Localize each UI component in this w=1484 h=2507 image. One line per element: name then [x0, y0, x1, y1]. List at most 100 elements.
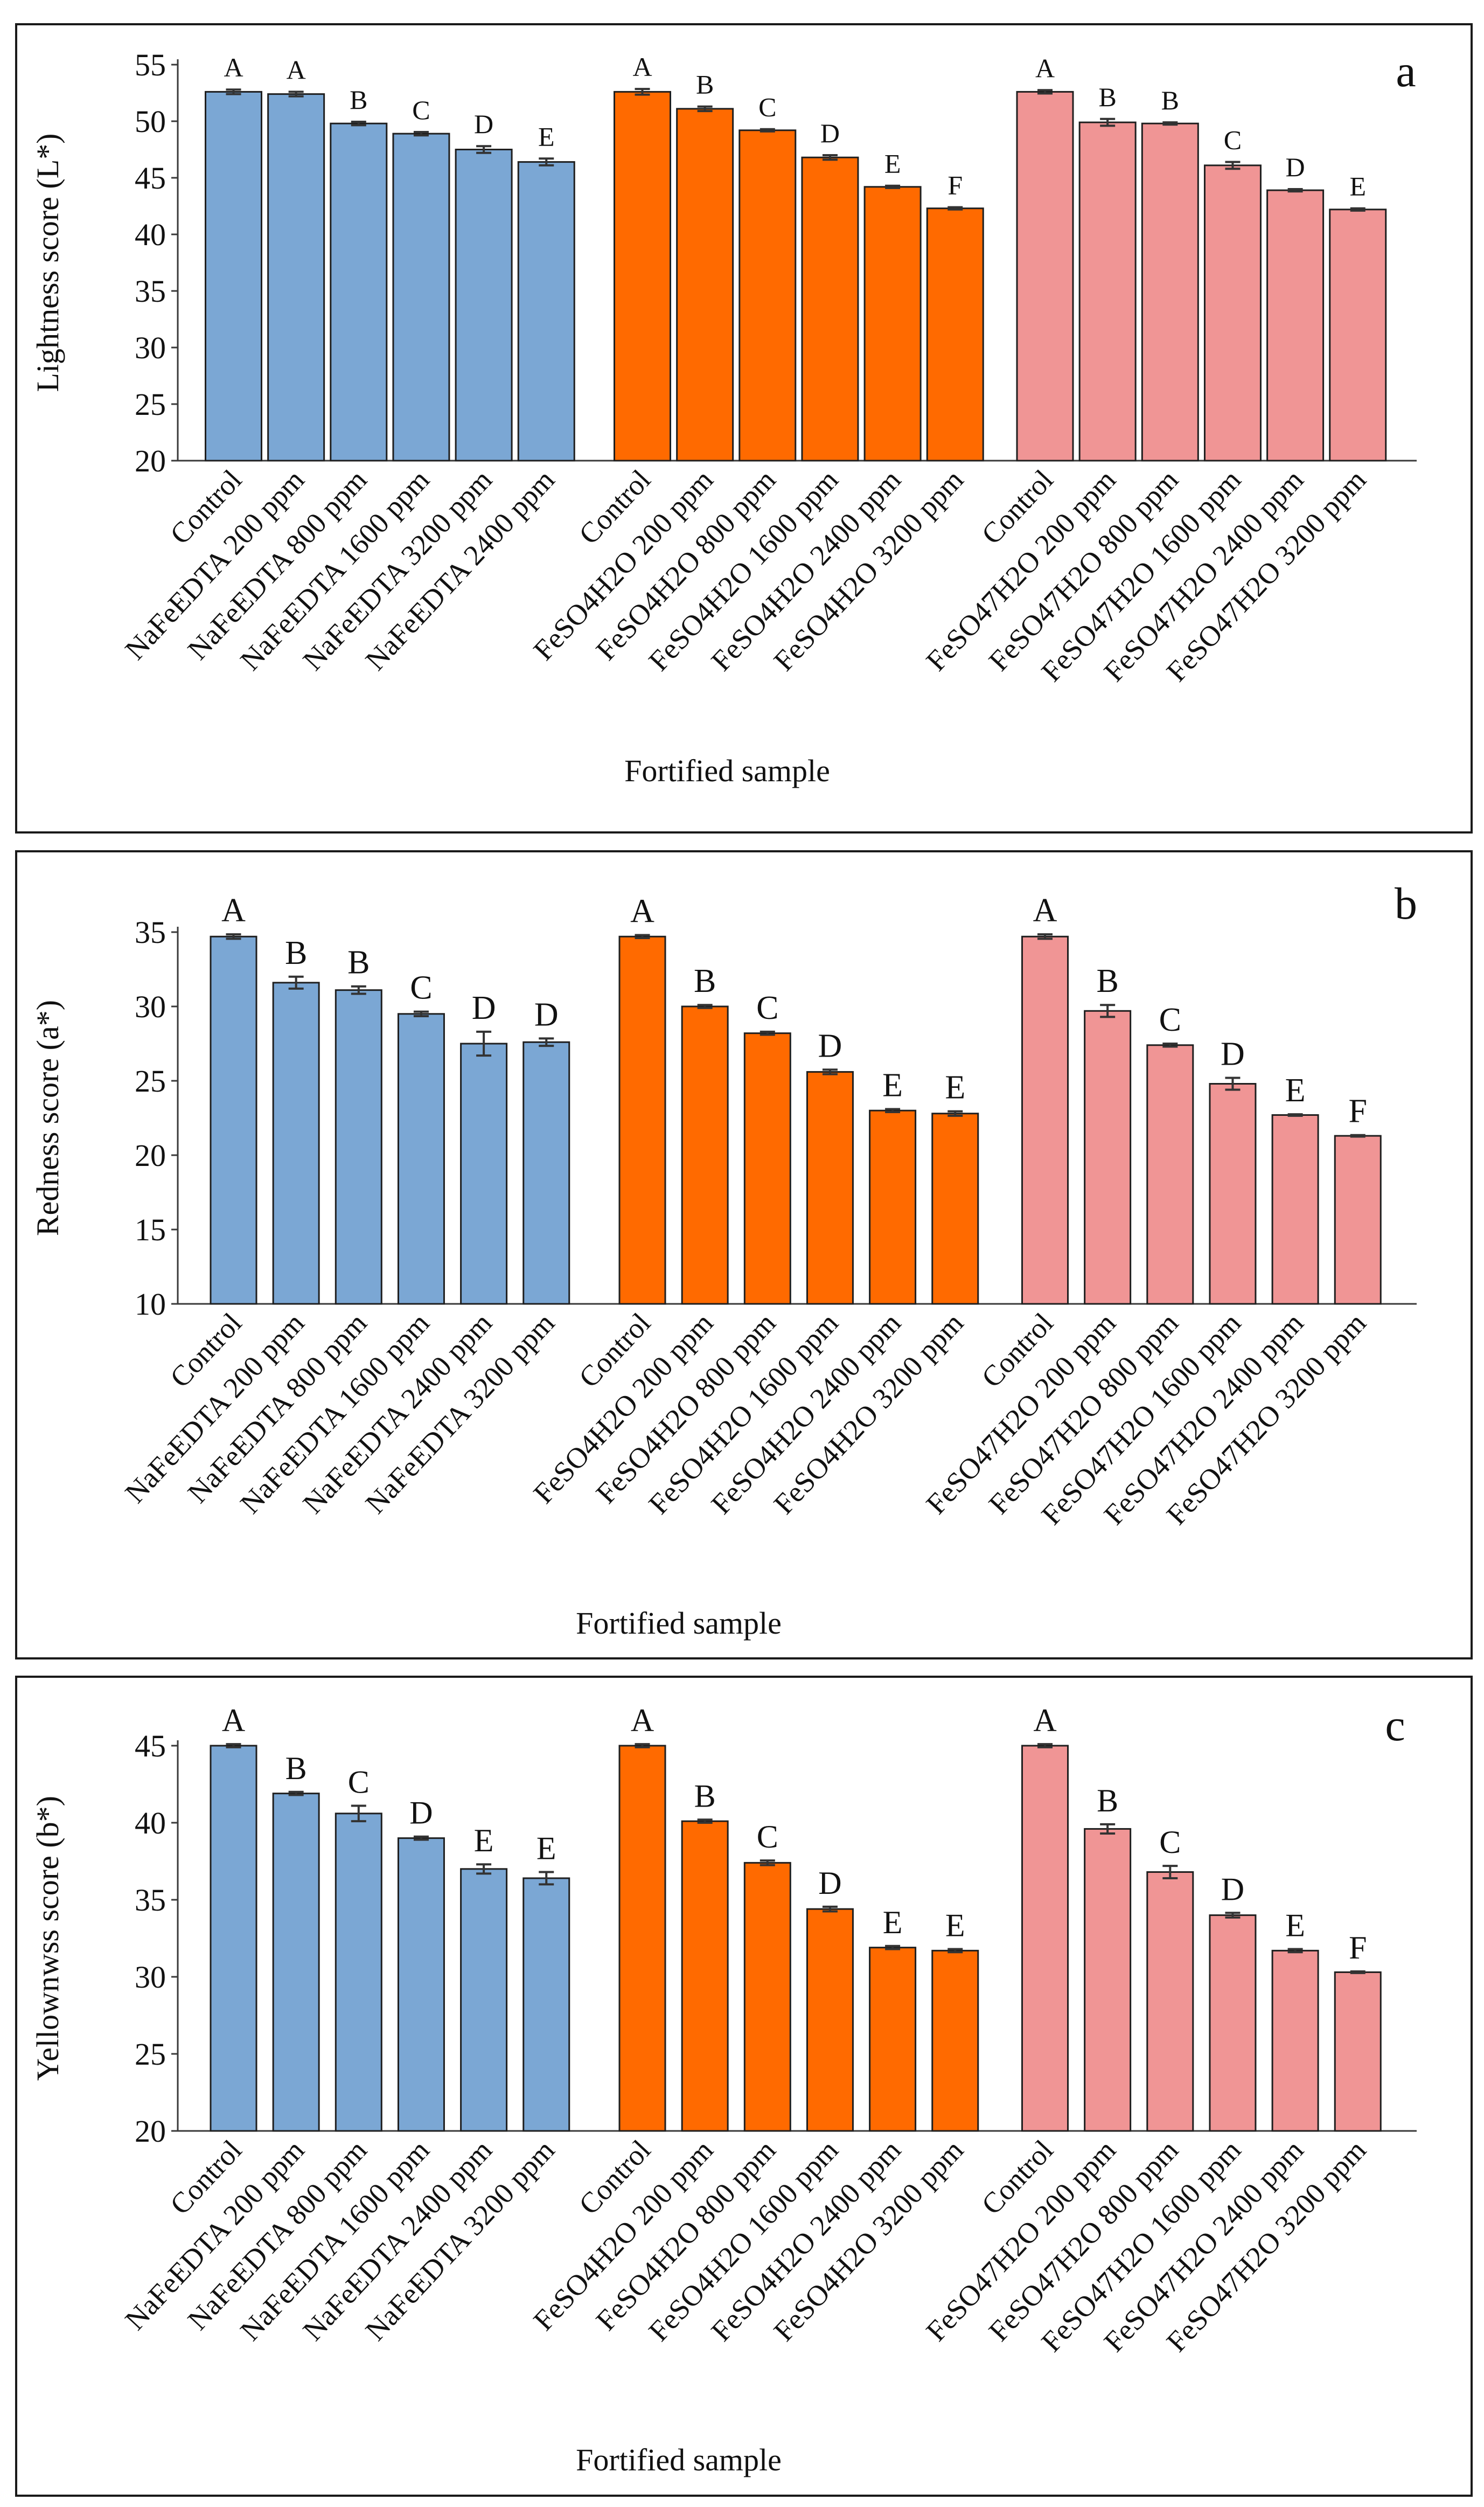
bar	[863, 186, 922, 462]
significance-label: D	[1221, 1036, 1245, 1072]
bar	[335, 989, 382, 1305]
significance-label: C	[757, 1819, 778, 1855]
significance-label: D	[474, 109, 493, 139]
significance-label: B	[696, 70, 714, 100]
significance-label: F	[1349, 1930, 1367, 1966]
bar	[1329, 209, 1387, 462]
significance-label: A	[1035, 53, 1055, 83]
y-tick-label: 20	[135, 443, 166, 478]
bar	[676, 108, 734, 462]
bar	[205, 91, 262, 462]
bar	[614, 91, 671, 462]
bar	[618, 1745, 666, 2132]
significance-label: D	[1286, 152, 1305, 182]
bar	[1141, 122, 1199, 462]
bar	[681, 1005, 729, 1305]
significance-label: F	[947, 170, 963, 200]
panel-b-redness-chart: 10 15 20 25 30 35 Redness score (a*) Fortified …	[15, 850, 1473, 1659]
panel-c-yellowness-chart: 20 25 30 35 40 45 Yellownwss score (b*) Fortifi…	[15, 1676, 1473, 2497]
bar	[517, 161, 575, 462]
bar	[1084, 1828, 1132, 2132]
x-axis-title: Fortified sample	[576, 1606, 782, 1641]
bar	[1021, 1745, 1069, 2132]
bar	[460, 1868, 508, 2132]
significance-label: B	[694, 963, 716, 999]
x-axis-title: Fortified sample	[576, 2442, 782, 2477]
significance-label: C	[758, 92, 776, 122]
significance-label: B	[347, 945, 370, 981]
significance-label: C	[412, 95, 430, 125]
significance-label: A	[1033, 1703, 1056, 1738]
significance-label: D	[1221, 1871, 1244, 1907]
bar	[931, 1113, 979, 1305]
bar	[1203, 164, 1262, 462]
y-tick-label: 40	[135, 1805, 166, 1841]
panel-letter: a	[1396, 46, 1416, 96]
bar	[397, 1013, 445, 1305]
y-tick-label: 35	[135, 1883, 166, 1918]
y-tick-label: 20	[135, 1138, 166, 1173]
y-tick-label: 35	[135, 274, 166, 309]
y-tick-label: 30	[135, 1960, 166, 1995]
significance-label: C	[1159, 1002, 1181, 1038]
bar	[1266, 189, 1325, 462]
bar	[522, 1041, 570, 1305]
significance-label: B	[285, 1751, 307, 1786]
y-axis-title: Yellownwss score (b*)	[30, 1796, 65, 2081]
bar	[455, 149, 513, 462]
significance-label: E	[945, 1908, 965, 1943]
significance-label: D	[472, 990, 496, 1026]
y-axis-title: Redness score (a*)	[30, 1000, 65, 1236]
bar	[460, 1043, 508, 1305]
significance-label: C	[348, 1765, 370, 1800]
bar	[1078, 121, 1137, 462]
bar	[1016, 91, 1074, 462]
significance-label: D	[820, 118, 840, 148]
significance-label: E	[1349, 171, 1366, 202]
bar	[1334, 1971, 1382, 2132]
significance-label: E	[882, 1067, 903, 1103]
y-tick-label: 35	[135, 915, 166, 950]
bar	[1084, 1010, 1132, 1305]
bar	[869, 1109, 917, 1305]
y-tick-label: 10	[135, 1287, 166, 1322]
bar	[1146, 1871, 1194, 2132]
x-axis-title: Fortified sample	[624, 753, 830, 788]
y-axis-title: Lightness score (L*)	[30, 134, 65, 392]
bar	[869, 1947, 917, 2132]
significance-label: B	[350, 85, 367, 115]
bar	[738, 129, 797, 462]
significance-label: D	[409, 1795, 433, 1831]
bar	[272, 982, 320, 1305]
y-tick-label: 20	[135, 2114, 166, 2149]
significance-label: D	[534, 996, 559, 1033]
significance-label: B	[1096, 963, 1118, 999]
significance-label: E	[1285, 1908, 1305, 1943]
significance-label: E	[537, 1831, 556, 1866]
significance-label: A	[632, 52, 652, 82]
y-tick-label: 40	[135, 217, 166, 252]
significance-label: A	[224, 52, 243, 82]
bar	[1334, 1135, 1382, 1305]
bar	[397, 1837, 445, 2132]
bar	[272, 1793, 320, 2132]
significance-label: D	[818, 1027, 842, 1064]
significance-label: A	[630, 893, 654, 930]
bar	[806, 1071, 854, 1305]
significance-label: E	[884, 149, 901, 179]
y-tick-label: 30	[135, 330, 166, 365]
y-tick-label: 25	[135, 2037, 166, 2072]
y-tick-label: 45	[135, 161, 166, 196]
bar	[743, 1032, 791, 1305]
bar	[522, 1877, 570, 2132]
significance-label: A	[631, 1703, 654, 1738]
y-tick-label: 50	[135, 104, 166, 139]
panel-a-lightness-chart: 20 25 30 35 40 45 50 55 Lightness score (L*) Fort…	[15, 23, 1473, 834]
significance-label: F	[1349, 1093, 1367, 1130]
significance-label: E	[883, 1905, 903, 1940]
bar	[1271, 1114, 1319, 1305]
bar	[743, 1862, 791, 2132]
bar	[335, 1812, 382, 2132]
y-tick-label: 55	[135, 47, 166, 82]
bar	[210, 935, 257, 1305]
